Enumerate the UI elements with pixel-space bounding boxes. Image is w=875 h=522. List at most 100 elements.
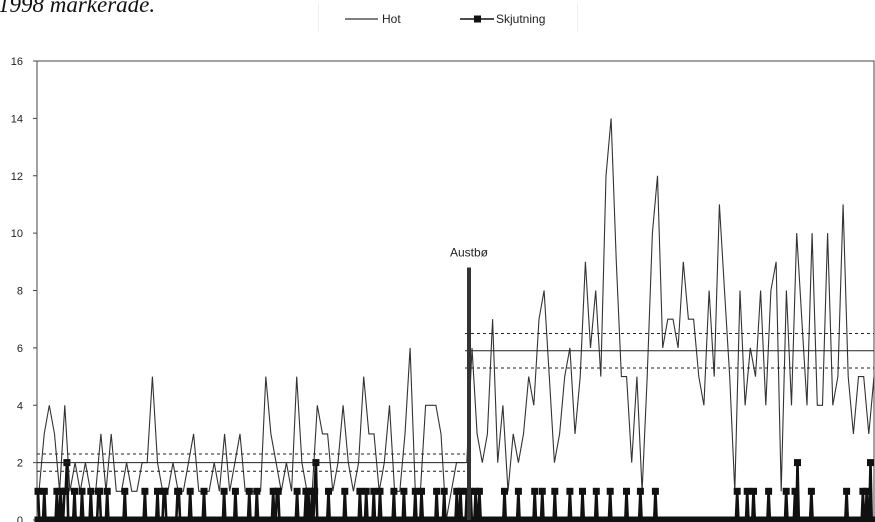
series-skjutning-point	[830, 516, 838, 522]
series-skjutning-point	[538, 487, 546, 495]
series-skjutning-point	[430, 516, 438, 522]
series-skjutning-point	[94, 516, 102, 522]
series-skjutning-point	[660, 516, 668, 522]
series-skjutning-point	[336, 516, 344, 522]
series-skjutning-point	[501, 487, 508, 495]
series-skjutning-point	[400, 487, 408, 495]
series-skjutning-point	[189, 516, 197, 522]
series-skjutning-point	[370, 516, 378, 522]
series-skjutning-point	[411, 487, 419, 495]
series-skjutning-point	[62, 487, 70, 495]
series-skjutning-point	[807, 516, 815, 522]
series-skjutning-point	[773, 516, 781, 522]
legend-items: Hot Skjutning	[345, 12, 545, 26]
series-skjutning-point	[279, 516, 287, 522]
series-skjutning-point	[653, 516, 661, 522]
series-skjutning-point	[664, 516, 672, 522]
series-skjutning-point	[856, 516, 864, 522]
series-skjutning-point	[713, 516, 721, 522]
series-skjutning-point	[159, 516, 166, 522]
series-skjutning-point	[789, 516, 796, 522]
y-tick-label: 4	[17, 400, 23, 412]
series-skjutning-point	[843, 487, 851, 495]
series-skjutning-point	[536, 516, 544, 522]
series-skjutning-point	[513, 516, 521, 522]
series-skjutning-point	[230, 516, 238, 522]
series-skjutning-point	[98, 516, 106, 522]
series-skjutning-point	[463, 487, 471, 495]
series-skjutning-point	[592, 516, 600, 522]
series-skjutning-point	[42, 516, 49, 522]
series-skjutning-point	[362, 516, 370, 522]
series-skjutning-point	[433, 487, 441, 495]
series-skjutning-point	[638, 516, 646, 522]
series-skjutning-point	[792, 516, 800, 522]
series-skjutning-point	[698, 516, 706, 522]
series-skjutning-point	[765, 487, 773, 495]
series-skjutning-point	[641, 516, 649, 522]
series-skjutning-point	[170, 516, 178, 522]
series-skjutning-point	[341, 487, 349, 495]
figure-caption: 1998 markerade.	[0, 0, 156, 17]
legend-hot-label: Hot	[382, 12, 401, 26]
series-skjutning-point	[475, 516, 483, 522]
series-skjutning-point	[551, 487, 559, 495]
series-skjutning-point	[162, 516, 170, 522]
series-skjutning-point	[585, 516, 593, 522]
series-skjutning-point	[781, 516, 789, 522]
series-skjutning-point	[332, 516, 340, 522]
series-skjutning-point	[325, 487, 332, 495]
series-skjutning-point	[257, 516, 265, 522]
series-skjutning-point	[838, 516, 846, 522]
series-skjutning-point	[709, 516, 717, 522]
series-skjutning-point	[694, 516, 702, 522]
series-skjutning-point	[859, 487, 867, 495]
series-skjutning-point	[71, 487, 78, 495]
series-skjutning-point	[449, 516, 457, 522]
series-skjutning-point	[717, 516, 725, 522]
series-skjutning-point	[355, 516, 363, 522]
series-skjutning-point	[755, 516, 763, 522]
series-skjutning-point	[64, 516, 72, 522]
series-skjutning-point	[87, 487, 95, 495]
series-skjutning-point	[649, 516, 657, 522]
series-skjutning-point	[125, 516, 132, 522]
series-skjutning-point	[683, 516, 691, 522]
series-skjutning-point	[823, 516, 830, 522]
series-skjutning-point	[782, 487, 790, 495]
series-skjutning-point	[166, 516, 174, 522]
series-skjutning-point	[863, 487, 871, 495]
series-skjutning-point	[76, 516, 83, 522]
series-skjutning-point	[392, 516, 400, 522]
series-skjutning-point	[457, 516, 464, 522]
legend-skjutning-label: Skjutning	[496, 12, 545, 26]
series-skjutning-point	[623, 487, 630, 495]
y-tick-label: 0	[17, 515, 23, 522]
series-skjutning-point	[589, 516, 597, 522]
series-skjutning-point	[117, 516, 125, 522]
series-skjutning-point	[260, 516, 268, 522]
series-skjutning-point	[762, 516, 770, 522]
series-skjutning-point	[294, 516, 302, 522]
series-skjutning-point	[340, 516, 348, 522]
series-skjutning-point	[732, 516, 740, 522]
series-skjutning-point	[562, 516, 570, 522]
series-skjutning-point	[325, 516, 332, 522]
series-skjutning-point	[453, 487, 461, 495]
series-skjutning-point	[630, 516, 638, 522]
series-skjutning-point	[68, 516, 76, 522]
series-skjutning-point	[675, 516, 683, 522]
series-skjutning-point	[724, 516, 732, 522]
series-skjutning-point	[445, 516, 453, 522]
series-skjutning-point	[766, 516, 774, 522]
series-skjutning-point	[328, 516, 336, 522]
series-skjutning-point	[555, 516, 563, 522]
series-skjutning-point	[611, 516, 619, 522]
series-skjutning-point	[487, 516, 495, 522]
plot-frame	[36, 60, 875, 521]
series-skjutning-point	[736, 516, 744, 522]
series-skjutning-point	[57, 487, 65, 495]
series-skjutning-point	[141, 487, 149, 495]
series-skjutning-point	[849, 516, 857, 522]
